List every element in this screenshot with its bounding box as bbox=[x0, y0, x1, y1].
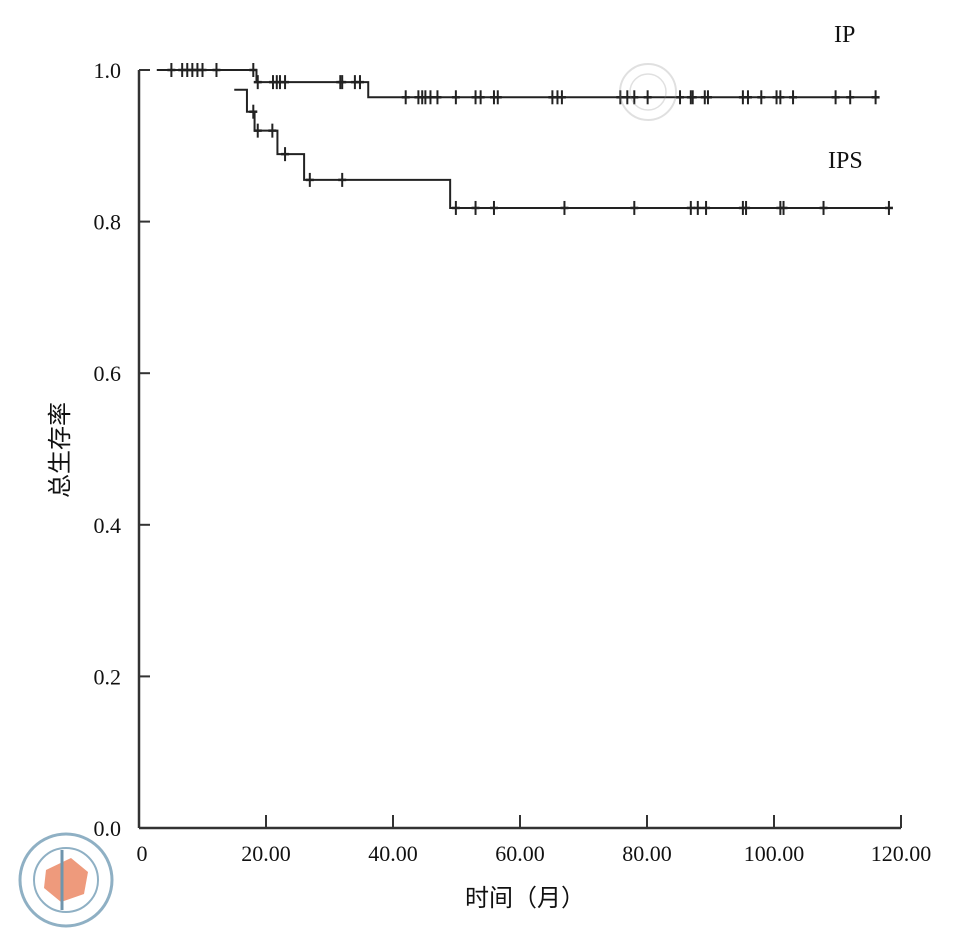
x-tick-label: 40.00 bbox=[368, 841, 418, 866]
survival-curve-ip bbox=[156, 69, 876, 99]
x-axis-title: 时间（月） bbox=[465, 884, 585, 912]
y-tick-label: 0.2 bbox=[94, 664, 122, 689]
x-tick-label: 120.00 bbox=[871, 841, 932, 866]
axes: 0.0 0.2 0.4 0.6 0.8 1.0 0 20.00 40.00 60.00 80.00 1… bbox=[94, 58, 932, 866]
y-tick-label: 0.8 bbox=[94, 210, 122, 235]
watermark-seal bbox=[619, 63, 677, 121]
survival-curve-ips bbox=[234, 88, 892, 209]
y-tick-label: 0.4 bbox=[94, 513, 122, 538]
x-tick-label: 60.00 bbox=[495, 841, 545, 866]
x-tick-label: 100.00 bbox=[744, 841, 805, 866]
x-tick-label: 0 bbox=[137, 841, 148, 866]
logo bbox=[18, 832, 114, 928]
y-tick-label: 0.0 bbox=[94, 816, 122, 841]
series-label-ip: IP bbox=[834, 22, 855, 48]
y-tick-label: 1.0 bbox=[94, 58, 122, 83]
x-tick-label: 80.00 bbox=[622, 841, 672, 866]
series-label-ips: IPS bbox=[828, 148, 863, 174]
series-group bbox=[156, 63, 893, 215]
x-tick-label: 20.00 bbox=[241, 841, 291, 866]
y-axis-title: 总生存率 bbox=[46, 402, 74, 498]
y-tick-label: 0.6 bbox=[94, 361, 122, 386]
